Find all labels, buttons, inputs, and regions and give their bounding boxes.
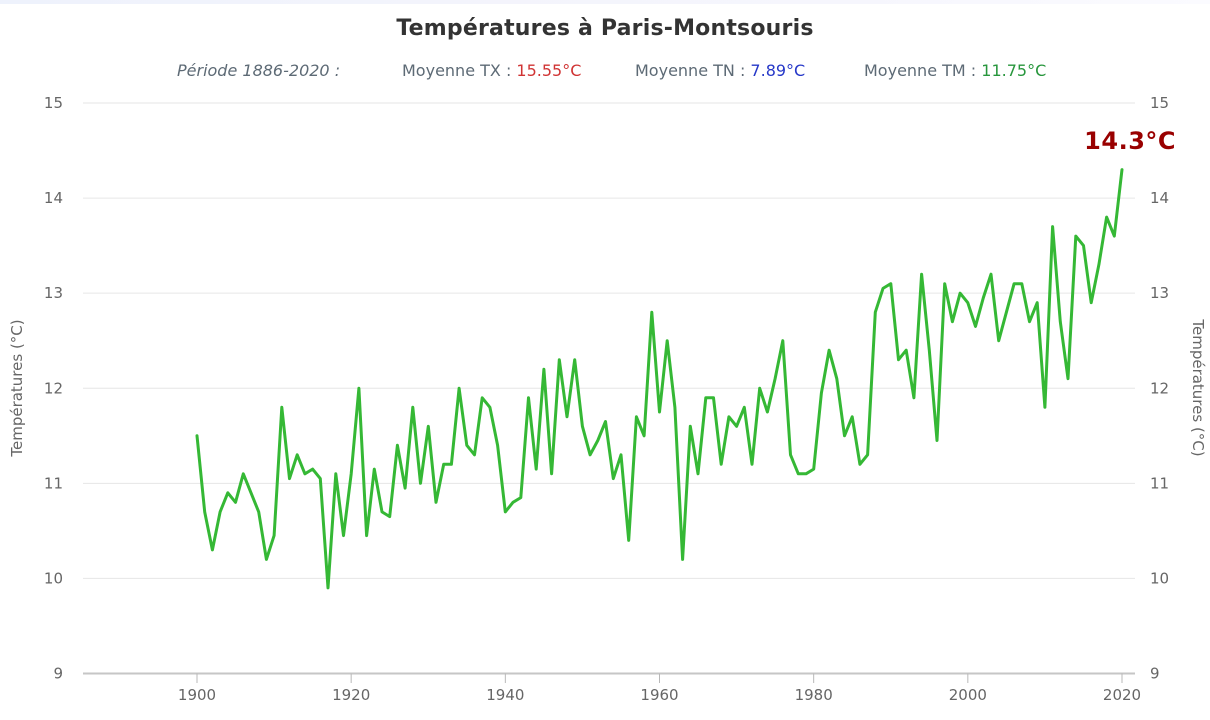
last-value-annotation: 14.3°C <box>1084 127 1176 155</box>
subtitle-moyenne-tn: Moyenne TN : 7.89°C <box>635 61 805 80</box>
svg-text:14: 14 <box>1150 189 1169 207</box>
svg-text:2020: 2020 <box>1103 686 1141 704</box>
page-top-strip <box>0 0 1210 4</box>
svg-text:1940: 1940 <box>486 686 524 704</box>
x-axis-ticks <box>196 673 1123 683</box>
subtitle-periode: Période 1886-2020 : <box>177 61 341 80</box>
svg-text:14: 14 <box>44 189 63 207</box>
svg-text:12: 12 <box>1150 379 1169 397</box>
svg-text:15: 15 <box>44 94 63 112</box>
temperature-series-line[interactable] <box>195 168 1124 590</box>
svg-text:13: 13 <box>44 284 63 302</box>
subtitle-moyenne-tm: Moyenne TM : 11.75°C <box>864 61 1046 80</box>
svg-text:10: 10 <box>1150 569 1169 587</box>
page-title: Températures à Paris-Montsouris <box>396 16 814 41</box>
svg-text:2000: 2000 <box>949 686 987 704</box>
svg-text:1960: 1960 <box>640 686 678 704</box>
svg-text:12: 12 <box>44 379 63 397</box>
subtitle-moyenne-tx: Moyenne TX : 15.55°C <box>402 61 581 80</box>
svg-text:9: 9 <box>53 665 63 683</box>
x-axis-labels: 1900 1920 1940 1960 1980 2000 2020 <box>178 686 1141 704</box>
svg-text:11: 11 <box>1150 474 1169 492</box>
y-axis-title-right: Températures (°C) <box>1189 318 1207 456</box>
y-axis-labels-right: 15 14 13 12 11 10 9 <box>1150 94 1169 683</box>
svg-text:1920: 1920 <box>332 686 370 704</box>
svg-text:1900: 1900 <box>178 686 216 704</box>
svg-text:15: 15 <box>1150 94 1169 112</box>
svg-text:1980: 1980 <box>795 686 833 704</box>
svg-text:13: 13 <box>1150 284 1169 302</box>
moyenne-tn-value: 7.89°C <box>750 61 806 80</box>
y-axis-title-left: Températures (°C) <box>8 319 26 457</box>
moyenne-tm-label: Moyenne TM : <box>864 61 982 80</box>
y-axis-labels-left: 15 14 13 12 11 10 9 <box>44 94 63 683</box>
moyenne-tn-label: Moyenne TN : <box>635 61 751 80</box>
svg-text:11: 11 <box>44 474 63 492</box>
svg-text:9: 9 <box>1150 665 1160 683</box>
svg-text:10: 10 <box>44 569 63 587</box>
moyenne-tx-value: 15.55°C <box>516 61 582 80</box>
moyenne-tm-value: 11.75°C <box>981 61 1047 80</box>
moyenne-tx-label: Moyenne TX : <box>402 61 517 80</box>
grid-lines <box>83 102 1135 579</box>
subtitle-row: Période 1886-2020 : Moyenne TX : 15.55°C… <box>0 61 1210 85</box>
